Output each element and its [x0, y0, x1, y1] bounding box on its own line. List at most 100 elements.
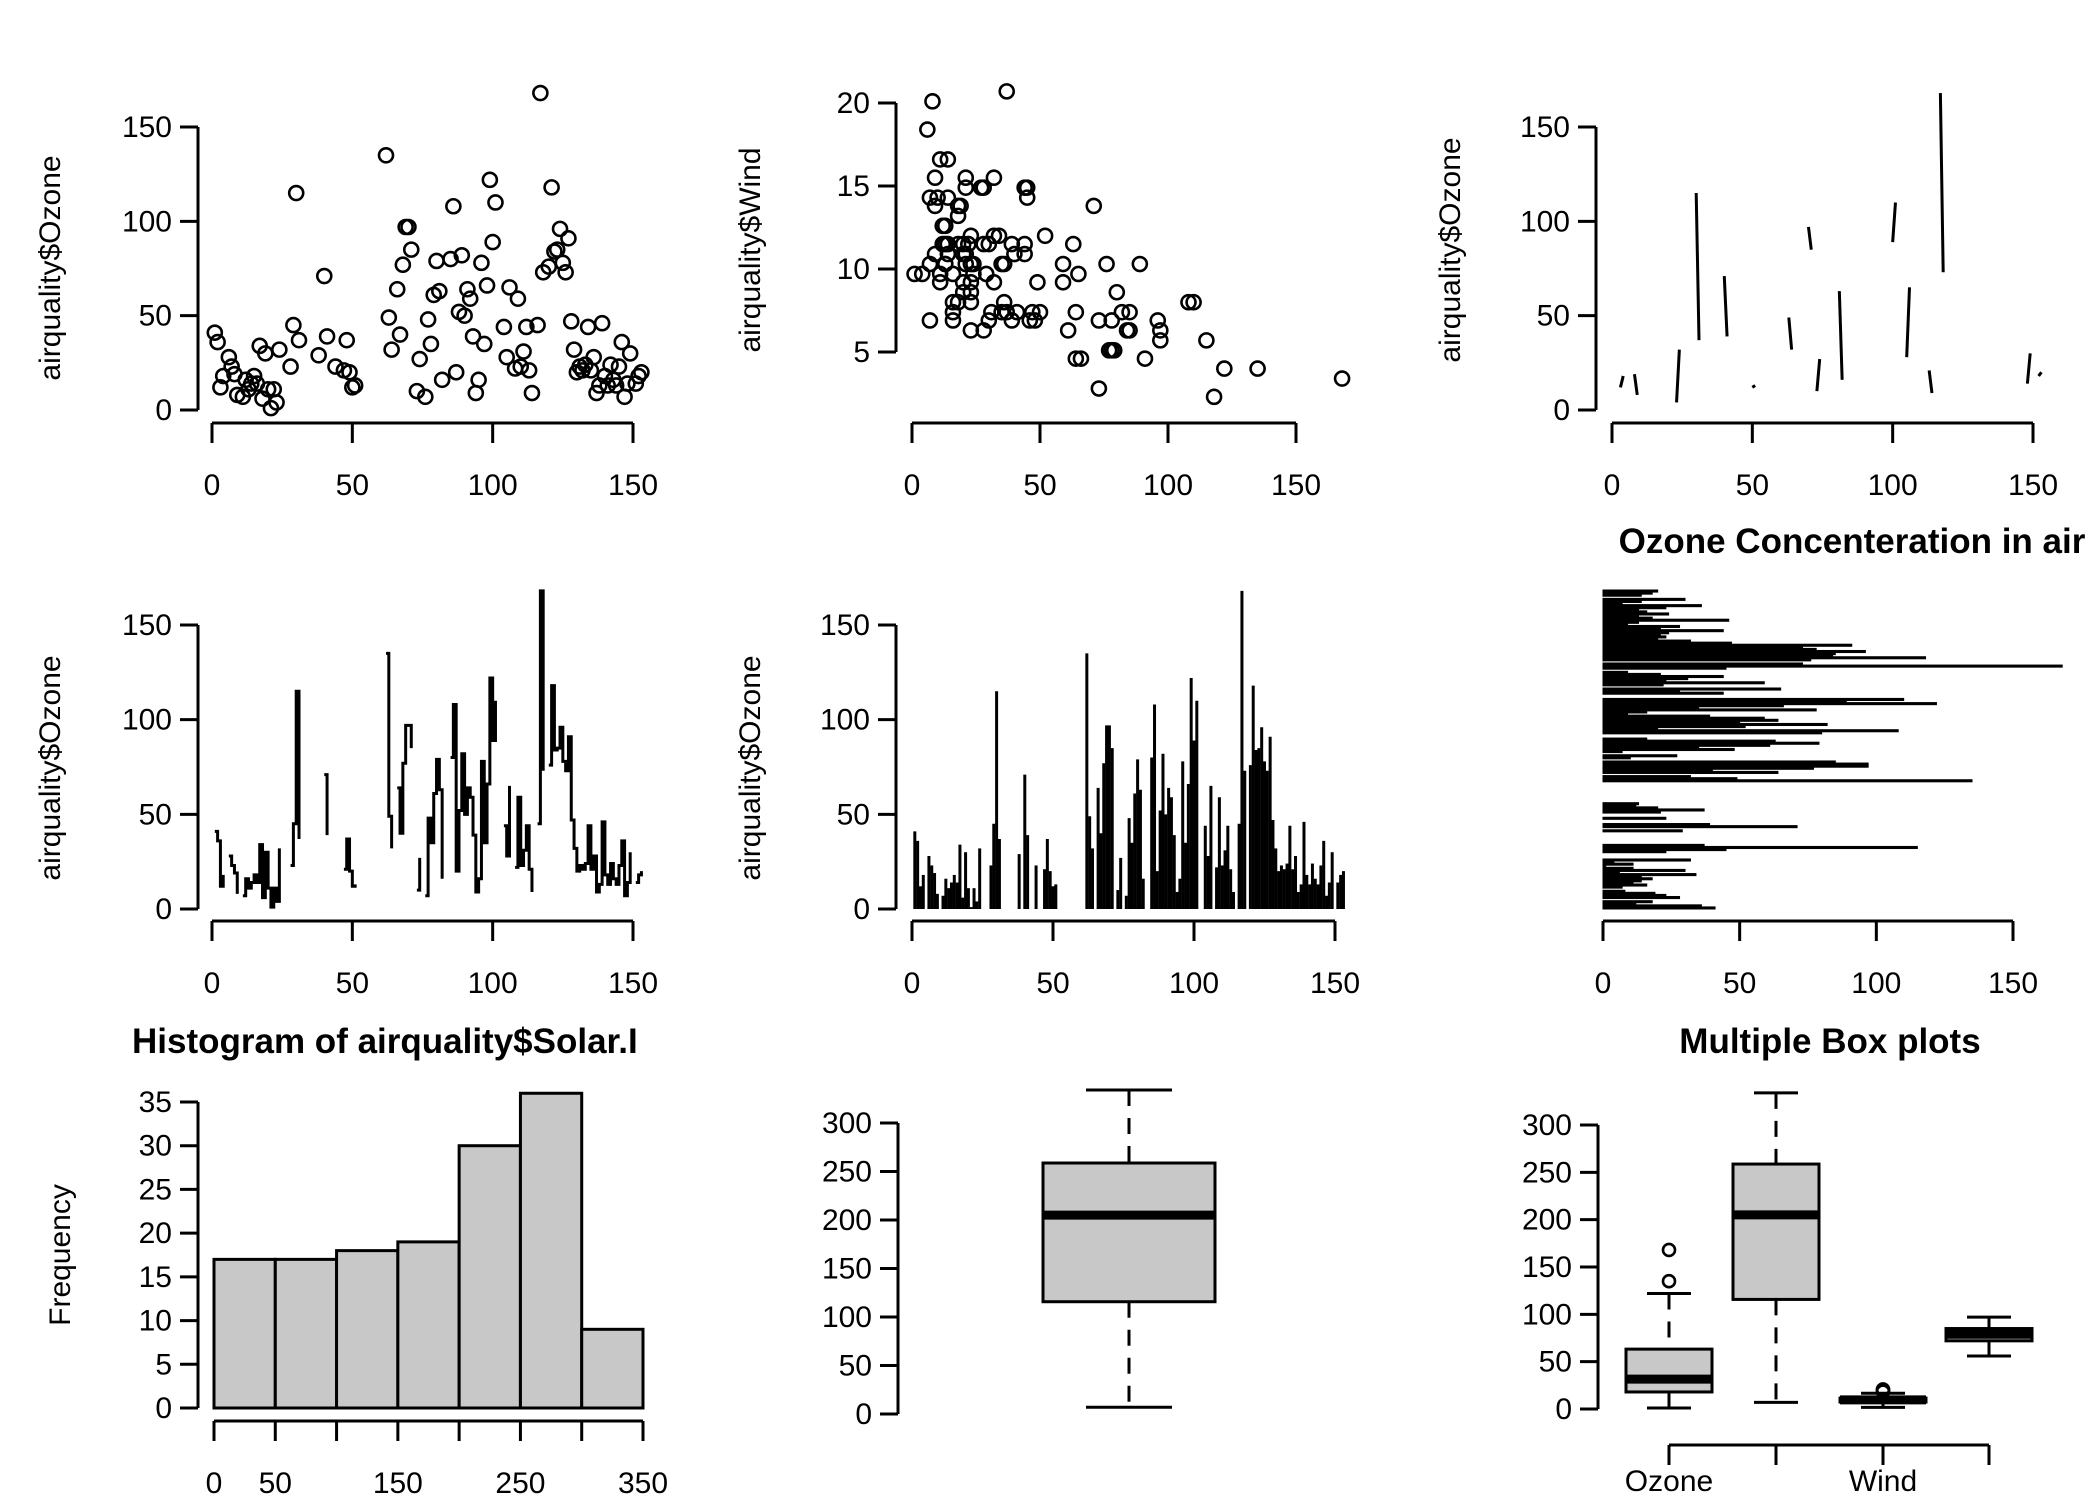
y-tick-label: 100: [122, 704, 172, 737]
data-point: [972, 179, 990, 196]
outlier-point: [1875, 1382, 1891, 1397]
data-point: [338, 331, 356, 349]
data-point: [1018, 189, 1036, 206]
y-tick-label: 15: [139, 1261, 172, 1294]
data-point: [975, 235, 992, 253]
bar: [1602, 823, 1711, 827]
data-point: [926, 169, 944, 186]
y-tick-label: 50: [1539, 1346, 1572, 1379]
data-point: [980, 312, 998, 329]
data-point: [1090, 380, 1108, 397]
data-point: [1121, 303, 1138, 321]
x-tick-label: 100: [1143, 469, 1193, 502]
y-axis-label: airquality$Ozone: [734, 655, 767, 880]
bar: [1602, 629, 1724, 633]
y-axis-label: Frequency: [44, 1184, 77, 1326]
bar: [1602, 845, 1918, 850]
x-tick-label: 0: [1595, 967, 1612, 1000]
x-tick-label: 0: [204, 469, 221, 502]
data-point: [593, 314, 611, 332]
x-tick-label: 0: [904, 469, 921, 502]
data-point: [1008, 303, 1026, 321]
y-tick-label: 50: [839, 1350, 872, 1383]
panel-multiple-boxplots: Multiple Box plots 0 50 100 150 200 250 300 Ozon…: [1522, 1022, 2034, 1498]
data-point: [431, 282, 448, 300]
data-point: [290, 331, 308, 349]
outlier-point: [1661, 1273, 1677, 1289]
bar: [1602, 779, 1973, 783]
outlier-point: [1661, 1242, 1677, 1258]
y-tick-label: 150: [822, 1253, 872, 1286]
data-point: [1067, 303, 1085, 321]
data-point: [394, 256, 412, 274]
data-point: [1103, 342, 1120, 359]
x-tick-label: 50: [336, 469, 369, 502]
data-point: [1070, 265, 1087, 283]
data-point: [1021, 312, 1039, 329]
x-tick-label: 50: [1723, 967, 1756, 1000]
bar: [1602, 670, 1629, 674]
data-point: [949, 207, 967, 225]
histogram-bar: [518, 1091, 584, 1410]
y-tick-label: 25: [139, 1173, 172, 1206]
data-point: [560, 230, 577, 247]
x-tick-label: 100: [1169, 967, 1219, 1000]
data-point: [529, 316, 546, 334]
x-tick-label: 50: [259, 1467, 292, 1500]
data-point: [1185, 293, 1202, 311]
panel-ozone-scatter: 0 50 100 150 0 50 100 150 airquality$Ozone: [34, 84, 658, 502]
data-point: [1031, 303, 1049, 321]
data-point: [315, 267, 333, 285]
data-point: [980, 235, 998, 253]
x-tick-label: 150: [1310, 967, 1360, 1000]
data-point: [214, 367, 232, 385]
y-tick-label: 0: [855, 1398, 872, 1431]
data-point: [1152, 332, 1169, 349]
data-point: [380, 309, 398, 326]
data-point: [515, 343, 532, 360]
data-point: [954, 235, 972, 253]
data-point: [957, 169, 975, 186]
data-point: [1113, 303, 1131, 321]
y-tick-label: 250: [822, 1156, 872, 1189]
y-tick-label: 50: [837, 798, 870, 831]
bar: [1602, 737, 1648, 741]
histogram-bar: [273, 1257, 339, 1410]
data-point: [548, 241, 566, 258]
x-tick-label: 350: [618, 1467, 668, 1500]
data-point: [1067, 350, 1085, 367]
data-point: [1249, 360, 1266, 377]
data-point: [983, 303, 1000, 321]
bar: [1602, 674, 1724, 679]
panel-ozone-horizontal-barplot: Ozone Concenteration in air 0 50 100 150: [1595, 522, 2086, 1000]
bar: [1602, 889, 1626, 893]
panel-ozone-steps: 0 50 100 150 0 50 100 150 airquality$Ozone: [34, 589, 658, 1000]
data-point: [206, 324, 224, 341]
data-point: [461, 290, 479, 307]
data-point: [1016, 235, 1033, 253]
data-point: [616, 388, 633, 406]
data-point: [949, 293, 967, 311]
x-tick-label: 100: [1851, 967, 1901, 1000]
data-point: [1085, 197, 1103, 215]
bar: [1602, 760, 1836, 764]
histogram-bar: [457, 1144, 522, 1410]
data-point: [445, 197, 462, 215]
data-point: [936, 235, 954, 253]
data-point: [936, 255, 954, 273]
x-tick-label: 150: [1271, 469, 1321, 502]
x-tick-label: 150: [608, 469, 658, 502]
y-tick-label: 100: [1522, 1298, 1572, 1331]
data-point: [456, 307, 473, 324]
bar: [1602, 802, 1640, 806]
panel-ozone-line: 0 50 100 150 0 50 100 150 airquality$Ozone: [1434, 93, 2058, 502]
data-point: [565, 341, 583, 358]
data-point: [209, 333, 226, 351]
data-point: [417, 388, 434, 406]
data-point: [501, 279, 518, 296]
bar: [1602, 873, 1697, 877]
data-point: [1333, 370, 1351, 387]
data-point: [1098, 255, 1115, 273]
data-point: [402, 241, 420, 258]
